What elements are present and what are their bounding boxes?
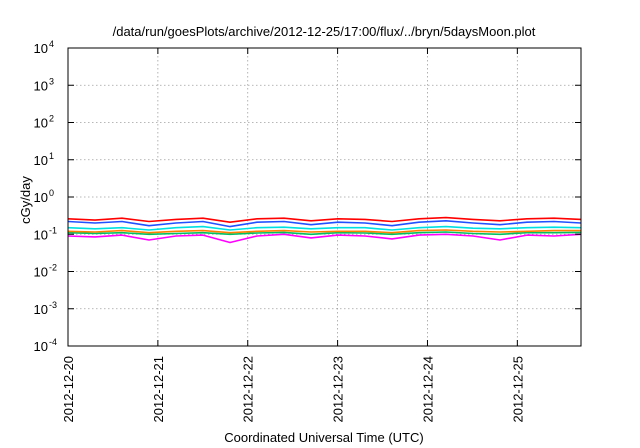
y-tick-label: 10 [34, 41, 48, 56]
y-axis-label: cGy/day [18, 176, 33, 224]
y-tick-exponent: -2 [49, 263, 57, 273]
y-tick-label: 10 [34, 78, 48, 93]
x-axis: 2012-12-20 2012-12-21 2012-12-22 2012-12-23… [61, 48, 525, 423]
y-tick-exponent: 1 [49, 151, 54, 161]
chart-title: /data/run/goesPlots/archive/2012-12-25/1… [113, 24, 536, 39]
y-tick-label: 10 [34, 227, 48, 242]
x-tick-label: 2012-12-21 [151, 356, 166, 423]
x-tick-label: 2012-12-22 [241, 356, 256, 423]
y-tick-exponent: -4 [49, 337, 57, 347]
y-tick-label: 10 [34, 339, 48, 354]
y-tick-exponent: 2 [49, 114, 54, 124]
x-tick-label: 2012-12-20 [61, 356, 76, 423]
x-tick-label: 2012-12-23 [331, 356, 346, 423]
x-axis-label: Coordinated Universal Time (UTC) [224, 430, 423, 445]
y-tick-exponent: -1 [49, 225, 57, 235]
y-tick-label: 10 [34, 302, 48, 317]
series-line [67, 216, 582, 223]
y-tick-label: 10 [34, 153, 48, 168]
series-line [67, 220, 582, 228]
y-tick-exponent: 0 [49, 188, 54, 198]
series-line [67, 233, 582, 244]
series-group [67, 216, 582, 244]
x-tick-label: 2012-12-25 [510, 356, 525, 423]
series-line [67, 229, 581, 234]
y-tick-label: 10 [34, 265, 48, 280]
y-tick-exponent: -3 [49, 300, 57, 310]
series-line [67, 225, 582, 231]
y-tick-exponent: 3 [49, 76, 54, 86]
x-tick-label: 2012-12-24 [420, 356, 435, 423]
y-tick-label: 10 [34, 116, 48, 131]
series-line [67, 231, 582, 236]
grid-lines [68, 48, 581, 346]
y-tick-label: 10 [34, 190, 48, 205]
y-tick-exponent: 4 [49, 39, 54, 49]
